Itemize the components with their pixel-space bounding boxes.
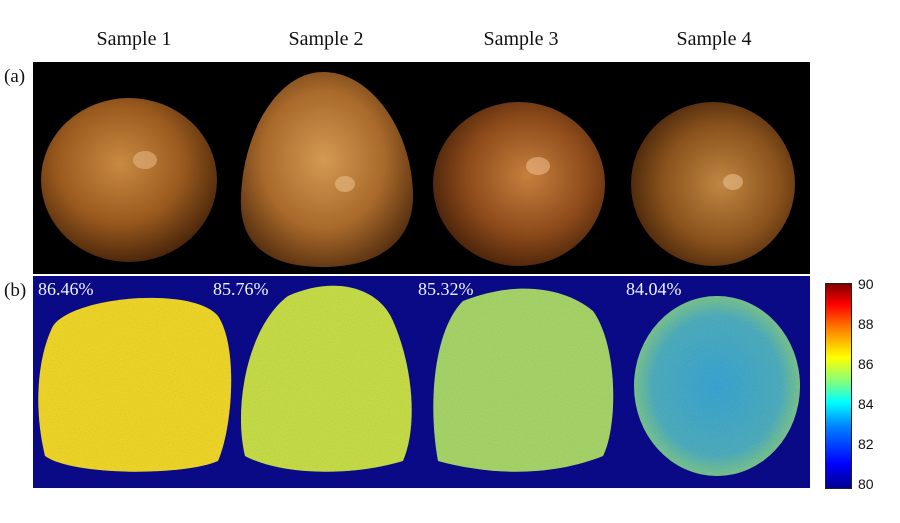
map-svg (38, 285, 800, 476)
colorbar-tick-90: 90 (858, 276, 874, 292)
sample-map-4 (634, 296, 800, 476)
sample-1-title: Sample 1 (96, 28, 172, 50)
sample-map-1 (38, 297, 232, 472)
colorbar-tick-82: 82 (858, 436, 874, 452)
percentage-label-4: 84.04% (626, 279, 682, 299)
sample-3-title: Sample 3 (483, 28, 559, 50)
fruit-highlight-2 (335, 176, 355, 192)
fruit-photo-2 (240, 72, 414, 267)
fruit-highlight-3 (526, 157, 550, 175)
percentage-label-2: 85.76% (213, 279, 269, 299)
fruit-photo-1 (41, 98, 217, 262)
percentage-label-1: 86.46% (38, 279, 94, 299)
colorbar-tick-86: 86 (858, 356, 874, 372)
sample-2-title: Sample 2 (288, 28, 364, 50)
colorbar (825, 283, 852, 489)
colorbar-tick-84: 84 (858, 396, 874, 412)
fruit-highlight-4 (723, 174, 743, 190)
fruit-photo-3 (433, 102, 605, 266)
panel-b-label: (b) (4, 280, 27, 301)
colorbar-tick-88: 88 (858, 316, 874, 332)
map-strip: 86.46% 85.76% 85.32% 84.04% (33, 276, 810, 488)
panel-a-label: (a) (4, 66, 26, 87)
sample-4-title: Sample 4 (676, 28, 752, 50)
photo-strip (33, 62, 810, 274)
fruit-photo-4 (631, 102, 795, 266)
percentage-label-3: 85.32% (418, 279, 474, 299)
sample-map-2 (240, 285, 412, 472)
photo-svg (41, 72, 795, 267)
fruit-highlight-1 (133, 151, 157, 169)
colorbar-tick-80: 80 (858, 476, 874, 492)
sample-map-3 (433, 288, 614, 472)
